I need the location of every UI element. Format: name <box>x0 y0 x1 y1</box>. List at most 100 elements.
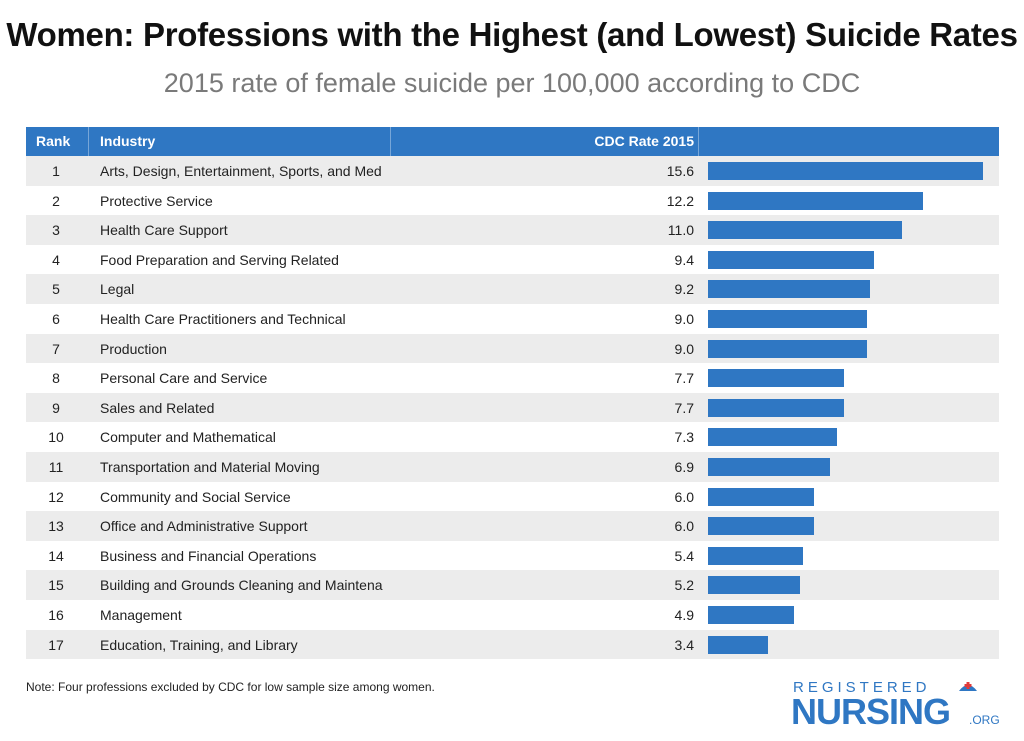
rate-cell: 9.0 <box>674 340 694 357</box>
table-row: 10 Computer and Mathematical 7.3 <box>26 422 999 452</box>
industry-cell: Business and Financial Operations <box>100 547 317 564</box>
rate-cell: 15.6 <box>666 163 694 179</box>
rate-cell: 9.2 <box>674 281 694 298</box>
table-row: 5 Legal 9.2 <box>26 274 999 304</box>
industry-cell: Transportation and Material Moving <box>100 458 320 475</box>
column-divider <box>88 127 89 156</box>
rate-bar <box>708 162 983 180</box>
rank-cell: 11 <box>48 458 64 475</box>
footnote: Note: Four professions excluded by CDC f… <box>26 680 435 694</box>
industry-cell: Health Care Practitioners and Technical <box>100 310 346 327</box>
rate-bar <box>708 191 924 210</box>
rank-cell: 14 <box>48 547 64 564</box>
rate-cell: 9.4 <box>674 251 694 268</box>
rate-bar <box>708 309 867 328</box>
industry-cell: Sales and Related <box>100 399 215 416</box>
registered-nursing-logo: REGISTERED NURSING .ORG <box>791 679 1000 732</box>
table-row: 17 Education, Training, and Library 3.4 <box>26 629 999 660</box>
industry-cell: Protective Service <box>100 192 213 209</box>
rate-cell: 6.0 <box>674 488 694 505</box>
table-row: 8 Personal Care and Service 7.7 <box>26 363 999 393</box>
column-header-rate: CDC Rate 2015 <box>594 133 694 149</box>
rate-bar <box>708 457 830 476</box>
table-row: 2 Protective Service 12.2 <box>26 186 999 216</box>
rate-bar <box>708 517 814 536</box>
rate-bar <box>708 280 871 299</box>
rank-cell: 8 <box>52 370 60 387</box>
column-divider <box>390 127 391 156</box>
column-divider <box>698 127 699 156</box>
rank-cell: 7 <box>52 340 60 357</box>
industry-cell: Management <box>100 606 182 623</box>
rate-cell: 7.3 <box>674 429 694 446</box>
table-header: Rank Industry CDC Rate 2015 <box>26 127 999 156</box>
rate-bar <box>708 428 837 447</box>
industry-cell: Community and Social Service <box>100 488 291 505</box>
industry-cell: Arts, Design, Entertainment, Sports, and… <box>100 163 382 179</box>
rate-bar <box>708 635 768 654</box>
rate-bar <box>708 576 800 595</box>
industry-cell: Building and Grounds Cleaning and Mainte… <box>100 577 383 594</box>
rate-cell: 5.4 <box>674 547 694 564</box>
rank-cell: 17 <box>48 636 64 653</box>
rate-bar <box>708 369 844 388</box>
table-row: 16 Management 4.9 <box>26 600 999 630</box>
rank-cell: 1 <box>52 163 60 179</box>
rate-bar <box>708 221 902 240</box>
rate-cell: 7.7 <box>674 399 694 416</box>
rank-cell: 3 <box>52 222 60 239</box>
rate-bar <box>708 487 814 506</box>
table-row: 12 Community and Social Service 6.0 <box>26 482 999 512</box>
rank-cell: 15 <box>48 577 64 594</box>
rate-cell: 4.9 <box>674 606 694 623</box>
industry-cell: Production <box>100 340 167 357</box>
rate-bar <box>708 398 844 417</box>
rank-cell: 16 <box>48 606 64 623</box>
industry-cell: Food Preparation and Serving Related <box>100 251 339 268</box>
logo-org-text: .ORG <box>969 713 1000 727</box>
table-row: 15 Building and Grounds Cleaning and Main… <box>26 570 999 600</box>
rate-cell: 3.4 <box>674 636 694 653</box>
rate-bar <box>708 605 795 624</box>
rate-cell: 6.9 <box>674 458 694 475</box>
rate-cell: 11.0 <box>667 222 694 239</box>
rank-cell: 6 <box>52 310 60 327</box>
rate-cell: 5.2 <box>674 577 694 594</box>
logo-top-text: REGISTERED <box>793 679 931 696</box>
table-row: 9 Sales and Related 7.7 <box>26 392 999 423</box>
rank-cell: 13 <box>48 518 64 535</box>
rank-cell: 5 <box>52 281 60 298</box>
column-header-industry: Industry <box>100 133 156 149</box>
industry-cell: Personal Care and Service <box>100 370 268 387</box>
rate-cell: 7.7 <box>674 370 694 387</box>
industry-cell: Education, Training, and Library <box>100 636 298 653</box>
table-row: 11 Transportation and Material Moving 6.9 <box>26 451 999 482</box>
rate-bar <box>708 546 804 565</box>
industry-cell: Health Care Support <box>100 222 228 239</box>
table-row: 1 Arts, Design, Entertainment, Sports, an… <box>26 156 999 186</box>
table-body: 1 Arts, Design, Entertainment, Sports, an… <box>26 156 999 660</box>
rank-cell: 4 <box>52 251 60 268</box>
industry-cell: Computer and Mathematical <box>100 429 276 446</box>
table-row: 6 Health Care Practitioners and Technical… <box>26 304 999 334</box>
chart-title: Women: Professions with the Highest (and… <box>6 16 1018 53</box>
logo-main-text: NURSING <box>791 691 951 732</box>
rate-bar <box>708 250 874 269</box>
rank-cell: 2 <box>52 192 60 209</box>
rate-cell: 12.2 <box>666 192 694 209</box>
rate-cell: 9.0 <box>674 310 694 327</box>
nurse-cap-icon <box>959 682 977 691</box>
chart-subtitle: 2015 rate of female suicide per 100,000 … <box>163 68 861 98</box>
table-row: 14 Business and Financial Operations 5.4 <box>26 541 999 571</box>
industry-cell: Legal <box>100 281 135 298</box>
table-row: 7 Production 9.0 <box>26 333 999 364</box>
rate-cell: 6.0 <box>674 518 694 535</box>
rate-bar <box>708 339 867 358</box>
rank-cell: 12 <box>48 488 64 505</box>
table-row: 13 Office and Administrative Support 6.0 <box>26 511 999 541</box>
rank-cell: 9 <box>52 399 60 416</box>
column-header-rank: Rank <box>36 133 71 149</box>
table-row: 3 Health Care Support 11.0 <box>26 215 999 245</box>
table-row: 4 Food Preparation and Serving Related 9.4 <box>26 245 999 275</box>
industry-cell: Office and Administrative Support <box>100 518 308 535</box>
